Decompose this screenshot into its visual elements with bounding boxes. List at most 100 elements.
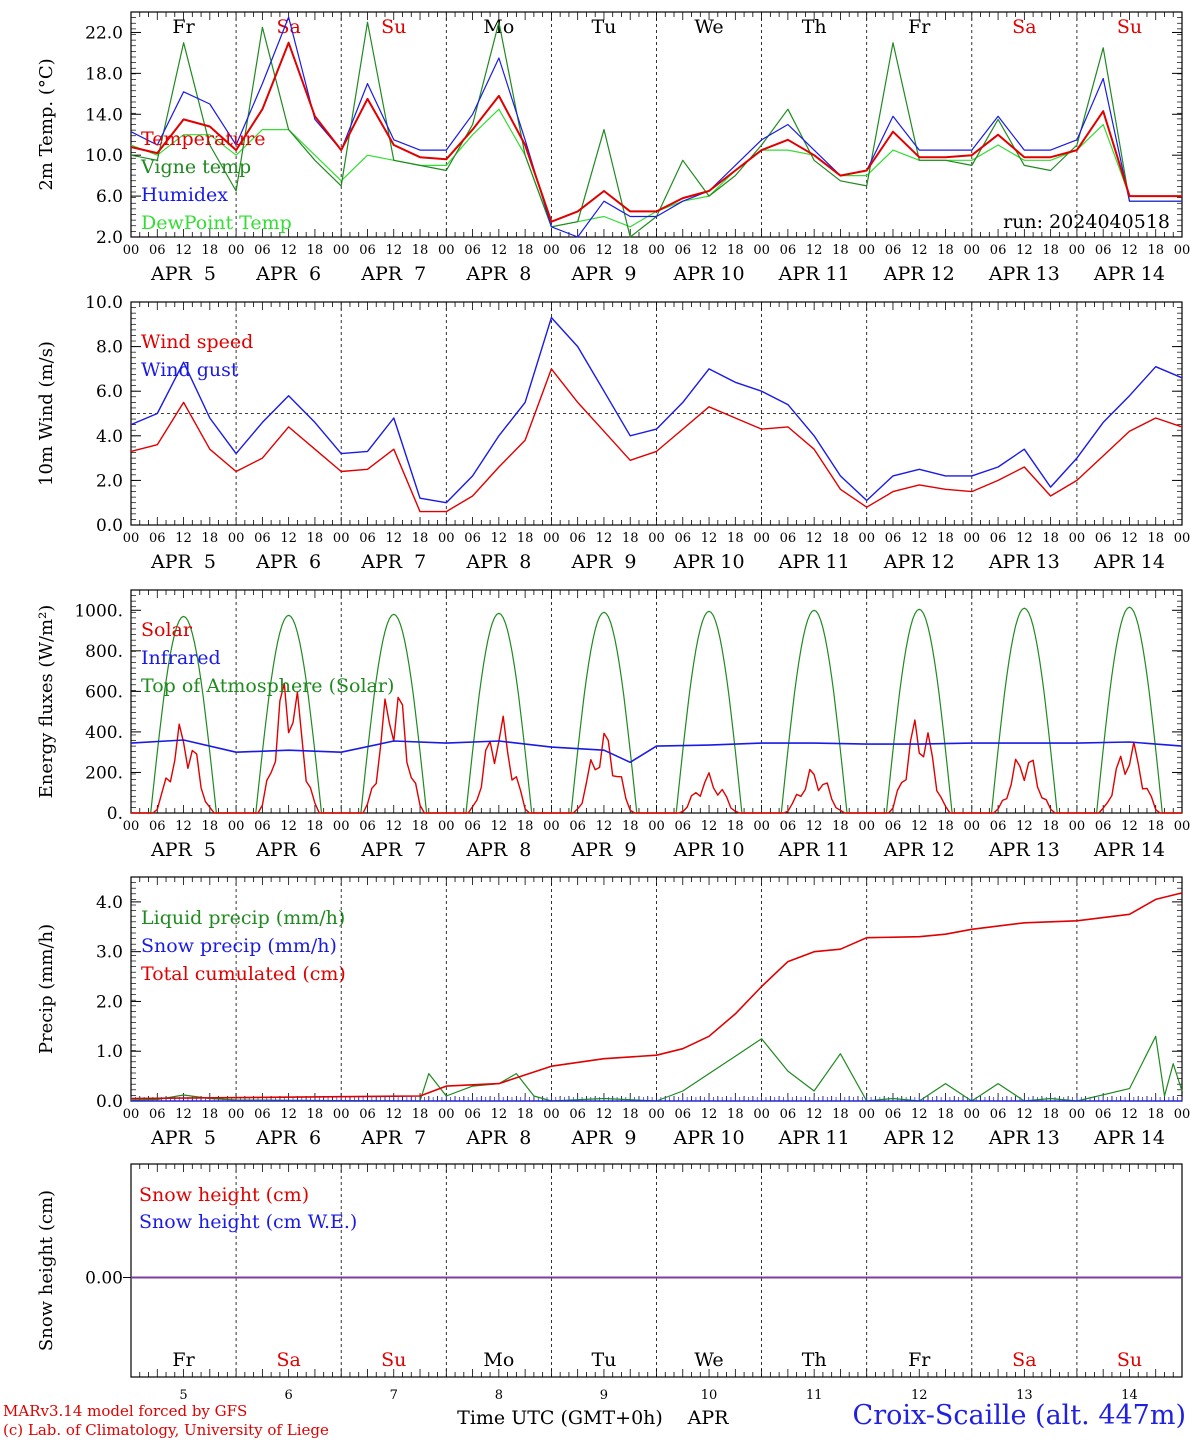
day-number-label: 12 <box>911 1388 928 1403</box>
y-tick-label: 4.0 <box>96 427 123 447</box>
legend-entry: Snow height (cm W.E.) <box>139 1211 357 1233</box>
y-tick-label: 2.0 <box>96 471 123 491</box>
legend-entry: DewPoint Temp <box>141 212 292 234</box>
hour-tick-label: 12 <box>280 1107 297 1122</box>
hour-tick-label: 00 <box>1069 531 1086 546</box>
y-axis-label: Precip (mm/h) <box>36 924 57 1054</box>
hour-tick-label: 00 <box>858 531 875 546</box>
y-tick-label: 1.0 <box>96 1042 123 1062</box>
hour-tick-label: 12 <box>701 243 718 258</box>
hour-tick-label: 06 <box>675 243 692 258</box>
y-tick-label: 18.0 <box>85 64 123 84</box>
day-number-label: 11 <box>806 1388 823 1403</box>
hour-tick-label: 00 <box>228 1107 245 1122</box>
hour-tick-label: 06 <box>885 531 902 546</box>
toa-solar-line <box>446 612 552 814</box>
hour-tick-label: 12 <box>701 1107 718 1122</box>
hour-tick-label: 06 <box>254 531 271 546</box>
legend-entry: Humidex <box>141 184 228 206</box>
day-number-label: 7 <box>390 1388 398 1403</box>
infrared-line <box>130 739 1183 764</box>
hour-tick-label: 18 <box>832 243 849 258</box>
date-label: APR 14 <box>1093 1127 1165 1149</box>
weekday-label: Sa <box>276 1349 300 1371</box>
hour-tick-label: 18 <box>937 819 954 834</box>
hour-tick-label: 18 <box>1042 531 1059 546</box>
date-label: APR 10 <box>673 839 745 861</box>
hour-tick-label: 06 <box>359 819 376 834</box>
date-label: APR 5 <box>150 551 216 573</box>
month-label: APR <box>687 1407 730 1429</box>
date-label: APR 8 <box>465 551 531 573</box>
hour-tick-label: 06 <box>1095 819 1112 834</box>
toa-solar-line <box>1076 606 1182 814</box>
hour-tick-label: 00 <box>1174 1107 1191 1122</box>
hour-tick-label: 06 <box>254 243 271 258</box>
hour-tick-label: 18 <box>307 531 324 546</box>
toa-solar-line <box>971 607 1077 814</box>
date-label: APR 12 <box>883 839 955 861</box>
y-tick-label: 600. <box>85 682 123 702</box>
hour-tick-label: 00 <box>438 1107 455 1122</box>
y-tick-label: 2.0 <box>96 992 123 1012</box>
date-label: APR 11 <box>778 263 850 285</box>
hour-tick-label: 00 <box>964 1107 981 1122</box>
hour-tick-label: 18 <box>1042 819 1059 834</box>
weekday-label: Sa <box>1012 16 1036 38</box>
hour-tick-label: 06 <box>675 819 692 834</box>
legend-entry: Snow height (cm) <box>139 1184 309 1206</box>
hour-tick-label: 18 <box>307 243 324 258</box>
date-label: APR 5 <box>150 1127 216 1149</box>
y-axis-label: 10m Wind (m/s) <box>36 341 57 486</box>
y-tick-label: 22.0 <box>85 23 123 43</box>
hour-tick-label: 06 <box>464 531 481 546</box>
hour-tick-label: 18 <box>202 531 219 546</box>
weekday-label: Mo <box>483 16 514 38</box>
date-label: APR 9 <box>570 1127 636 1149</box>
hour-tick-label: 12 <box>385 243 402 258</box>
hour-tick-label: 00 <box>648 243 665 258</box>
date-label: APR 12 <box>883 551 955 573</box>
weekday-label: Su <box>1117 1349 1142 1371</box>
hour-tick-label: 12 <box>596 819 613 834</box>
hour-tick-label: 12 <box>596 531 613 546</box>
hour-tick-label: 06 <box>149 819 166 834</box>
legend-entry: Wind speed <box>141 331 253 353</box>
y-tick-label: 10.0 <box>85 146 123 166</box>
hour-tick-label: 06 <box>990 1107 1007 1122</box>
toa-solar-line <box>656 610 762 814</box>
date-label: APR 12 <box>883 1127 955 1149</box>
hour-tick-label: 06 <box>780 243 797 258</box>
y-tick-label: 14.0 <box>85 105 123 125</box>
date-label: APR 11 <box>778 1127 850 1149</box>
hour-tick-label: 18 <box>622 819 639 834</box>
hour-tick-label: 00 <box>648 1107 665 1122</box>
weekday-label: Tu <box>591 16 616 38</box>
y-tick-label: 2.0 <box>96 228 123 248</box>
hour-tick-label: 06 <box>149 243 166 258</box>
date-label: APR 7 <box>360 839 426 861</box>
hour-tick-label: 06 <box>464 243 481 258</box>
hour-tick-label: 12 <box>701 819 718 834</box>
toa-solar-line <box>761 609 867 814</box>
weekday-label: Su <box>381 16 406 38</box>
series-line <box>130 368 1183 513</box>
hour-tick-label: 06 <box>780 819 797 834</box>
hour-tick-label: 12 <box>491 531 508 546</box>
hour-tick-label: 06 <box>1095 1107 1112 1122</box>
hour-tick-label: 18 <box>412 819 429 834</box>
hour-tick-label: 00 <box>333 819 350 834</box>
hour-tick-label: 18 <box>202 819 219 834</box>
day-number-label: 10 <box>701 1388 718 1403</box>
hour-tick-label: 18 <box>937 1107 954 1122</box>
hour-tick-label: 06 <box>1095 243 1112 258</box>
date-label: APR 14 <box>1093 839 1165 861</box>
hour-tick-label: 00 <box>438 243 455 258</box>
date-label: APR 6 <box>255 1127 321 1149</box>
hour-tick-label: 12 <box>175 819 192 834</box>
hour-tick-label: 18 <box>202 243 219 258</box>
weekday-label: We <box>694 16 723 38</box>
weekday-label: Fr <box>172 1349 195 1371</box>
toa-solar-line <box>131 615 237 814</box>
hour-tick-label: 12 <box>491 819 508 834</box>
